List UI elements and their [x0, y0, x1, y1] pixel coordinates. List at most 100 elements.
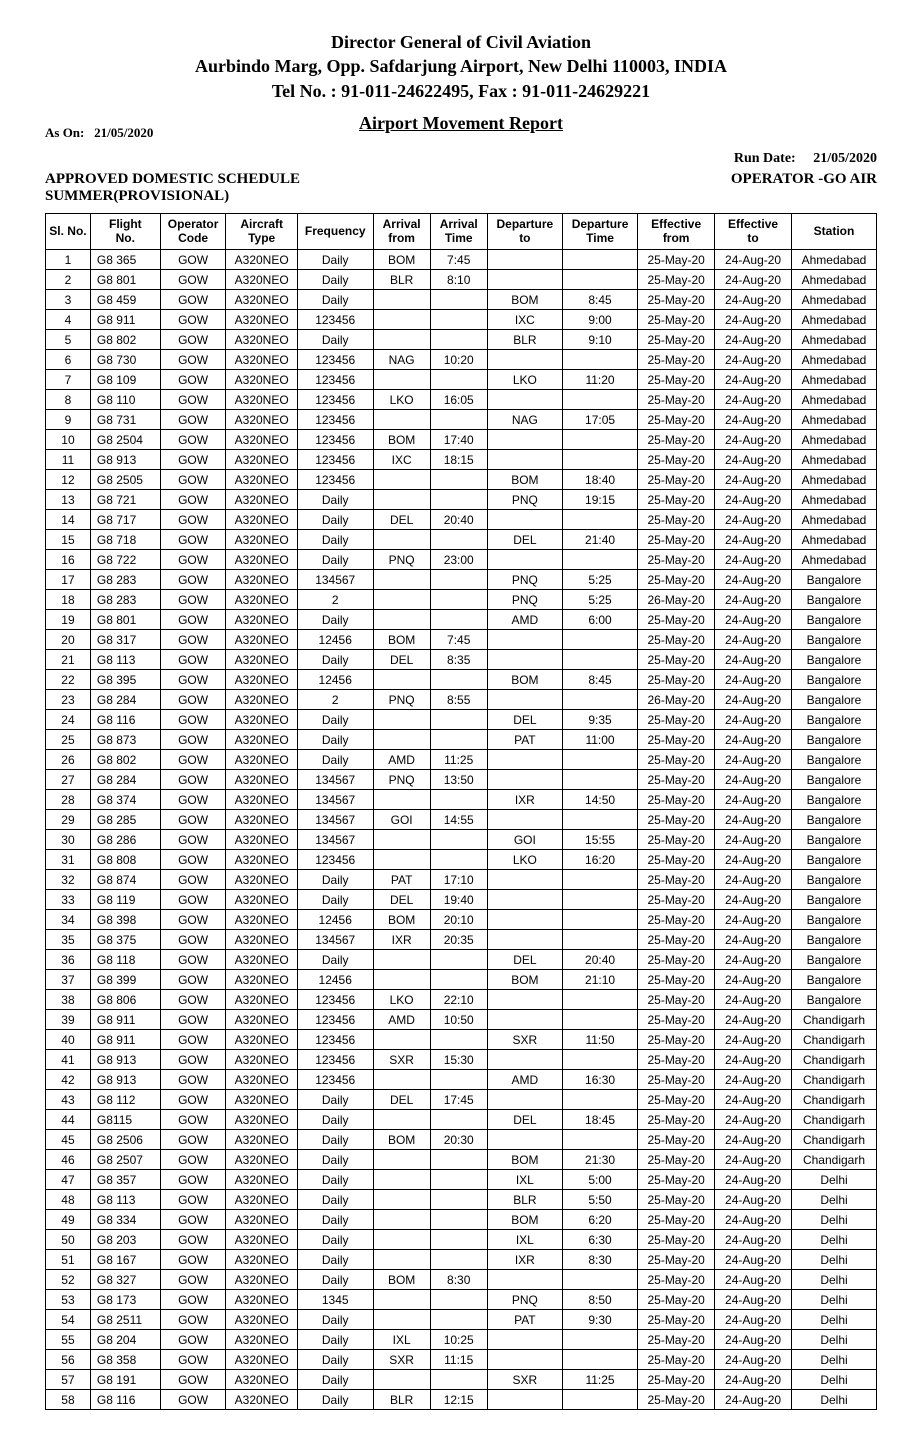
cell: 25-May-20: [638, 1310, 715, 1330]
cell: 3: [46, 290, 91, 310]
cell: G8 399: [90, 970, 160, 990]
cell: 8:10: [430, 270, 487, 290]
cell: 18: [46, 590, 91, 610]
cell: GOW: [160, 650, 226, 670]
cell: [487, 390, 562, 410]
cell: 25-May-20: [638, 950, 715, 970]
cell: [373, 1030, 430, 1050]
cell: GOW: [160, 1250, 226, 1270]
cell: [373, 950, 430, 970]
table-row: 38G8 806GOWA320NEO123456LKO22:1025-May-2…: [46, 990, 877, 1010]
col-header: OperatorCode: [160, 213, 226, 250]
cell: 123456: [297, 1050, 373, 1070]
cell: [430, 530, 487, 550]
cell: [487, 990, 562, 1010]
cell: A320NEO: [226, 590, 297, 610]
table-row: 19G8 801GOWA320NEODailyAMD6:0025-May-202…: [46, 610, 877, 630]
cell: Ahmedabad: [791, 450, 876, 470]
cell: Ahmedabad: [791, 490, 876, 510]
cell: A320NEO: [226, 1310, 297, 1330]
as-on-value: 21/05/2020: [94, 125, 153, 140]
cell: 24-Aug-20: [715, 590, 792, 610]
cell: [562, 690, 637, 710]
cell: G8 2506: [90, 1130, 160, 1150]
cell: SXR: [487, 1030, 562, 1050]
cell: 14: [46, 510, 91, 530]
cell: Chandigarh: [791, 1070, 876, 1090]
cell: G8 284: [90, 690, 160, 710]
cell: GOW: [160, 1130, 226, 1150]
cell: A320NEO: [226, 470, 297, 490]
cell: 25-May-20: [638, 730, 715, 750]
cell: 19:15: [562, 490, 637, 510]
cell: GOW: [160, 550, 226, 570]
cell: 123456: [297, 850, 373, 870]
cell: 24-Aug-20: [715, 550, 792, 570]
cell: Daily: [297, 650, 373, 670]
cell: Bangalore: [791, 990, 876, 1010]
cell: Daily: [297, 1330, 373, 1350]
cell: 5: [46, 330, 91, 350]
cell: Daily: [297, 870, 373, 890]
cell: 24-Aug-20: [715, 970, 792, 990]
cell: GOW: [160, 1110, 226, 1130]
cell: Bangalore: [791, 850, 876, 870]
cell: 25-May-20: [638, 970, 715, 990]
cell: 25-May-20: [638, 330, 715, 350]
cell: 24-Aug-20: [715, 390, 792, 410]
cell: BOM: [373, 1130, 430, 1150]
cell: [430, 1170, 487, 1190]
cell: 15:30: [430, 1050, 487, 1070]
cell: 24-Aug-20: [715, 450, 792, 470]
cell: PNQ: [373, 550, 430, 570]
cell: GOW: [160, 1330, 226, 1350]
cell: Chandigarh: [791, 1030, 876, 1050]
cell: GOW: [160, 250, 226, 270]
cell: Bangalore: [791, 710, 876, 730]
cell: [373, 410, 430, 430]
table-row: 14G8 717GOWA320NEODailyDEL20:4025-May-20…: [46, 510, 877, 530]
table-row: 10G8 2504GOWA320NEO123456BOM17:4025-May-…: [46, 430, 877, 450]
cell: GOW: [160, 1010, 226, 1030]
cell: GOW: [160, 450, 226, 470]
cell: [430, 370, 487, 390]
cell: [373, 1370, 430, 1390]
cell: G8 873: [90, 730, 160, 750]
cell: [487, 1330, 562, 1350]
cell: 24-Aug-20: [715, 710, 792, 730]
cell: 24-Aug-20: [715, 1210, 792, 1230]
cell: A320NEO: [226, 350, 297, 370]
cell: DEL: [373, 650, 430, 670]
cell: GOW: [160, 430, 226, 450]
cell: 11:00: [562, 730, 637, 750]
table-row: 55G8 204GOWA320NEODailyIXL10:2525-May-20…: [46, 1330, 877, 1350]
cell: [562, 1390, 637, 1410]
cell: 24-Aug-20: [715, 910, 792, 930]
cell: A320NEO: [226, 1090, 297, 1110]
cell: [430, 790, 487, 810]
cell: 32: [46, 870, 91, 890]
cell: 13: [46, 490, 91, 510]
cell: BOM: [487, 670, 562, 690]
cell: [487, 450, 562, 470]
cell: [487, 770, 562, 790]
cell: BLR: [373, 270, 430, 290]
cell: 25-May-20: [638, 1250, 715, 1270]
cell: A320NEO: [226, 1370, 297, 1390]
cell: LKO: [373, 990, 430, 1010]
cell: [430, 1070, 487, 1090]
cell: 25-May-20: [638, 1050, 715, 1070]
cell: 20:40: [430, 510, 487, 530]
cell: Ahmedabad: [791, 310, 876, 330]
cell: 41: [46, 1050, 91, 1070]
cell: GOW: [160, 770, 226, 790]
cell: G8 118: [90, 950, 160, 970]
cell: Ahmedabad: [791, 470, 876, 490]
cell: 123456: [297, 390, 373, 410]
cell: 14:55: [430, 810, 487, 830]
cell: 24-Aug-20: [715, 750, 792, 770]
cell: 56: [46, 1350, 91, 1370]
cell: 7: [46, 370, 91, 390]
cell: G8 204: [90, 1330, 160, 1350]
cell: 25-May-20: [638, 670, 715, 690]
